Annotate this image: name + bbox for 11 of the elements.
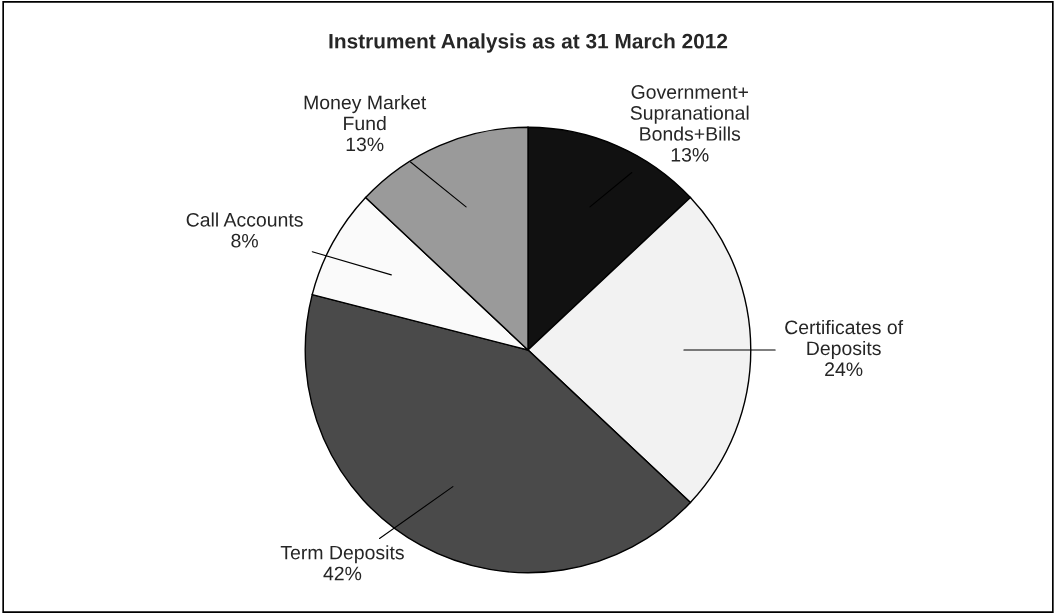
chart-title: Instrument Analysis as at 31 March 2012 bbox=[329, 33, 728, 53]
data-label: 8% bbox=[231, 233, 258, 248]
slice-label: Government+ Supranational Bonds+Bills bbox=[630, 85, 749, 141]
slice-label: Term Deposits bbox=[280, 545, 404, 564]
data-label: 13% bbox=[671, 147, 709, 162]
slice-label: Money Market Fund bbox=[304, 95, 427, 131]
data-label: 42% bbox=[323, 566, 362, 581]
data-label: 24% bbox=[825, 362, 863, 377]
slice-label: Certificates of Deposits bbox=[785, 319, 904, 360]
slice-label: Call Accounts bbox=[186, 212, 303, 227]
data-label: 13% bbox=[346, 137, 384, 152]
